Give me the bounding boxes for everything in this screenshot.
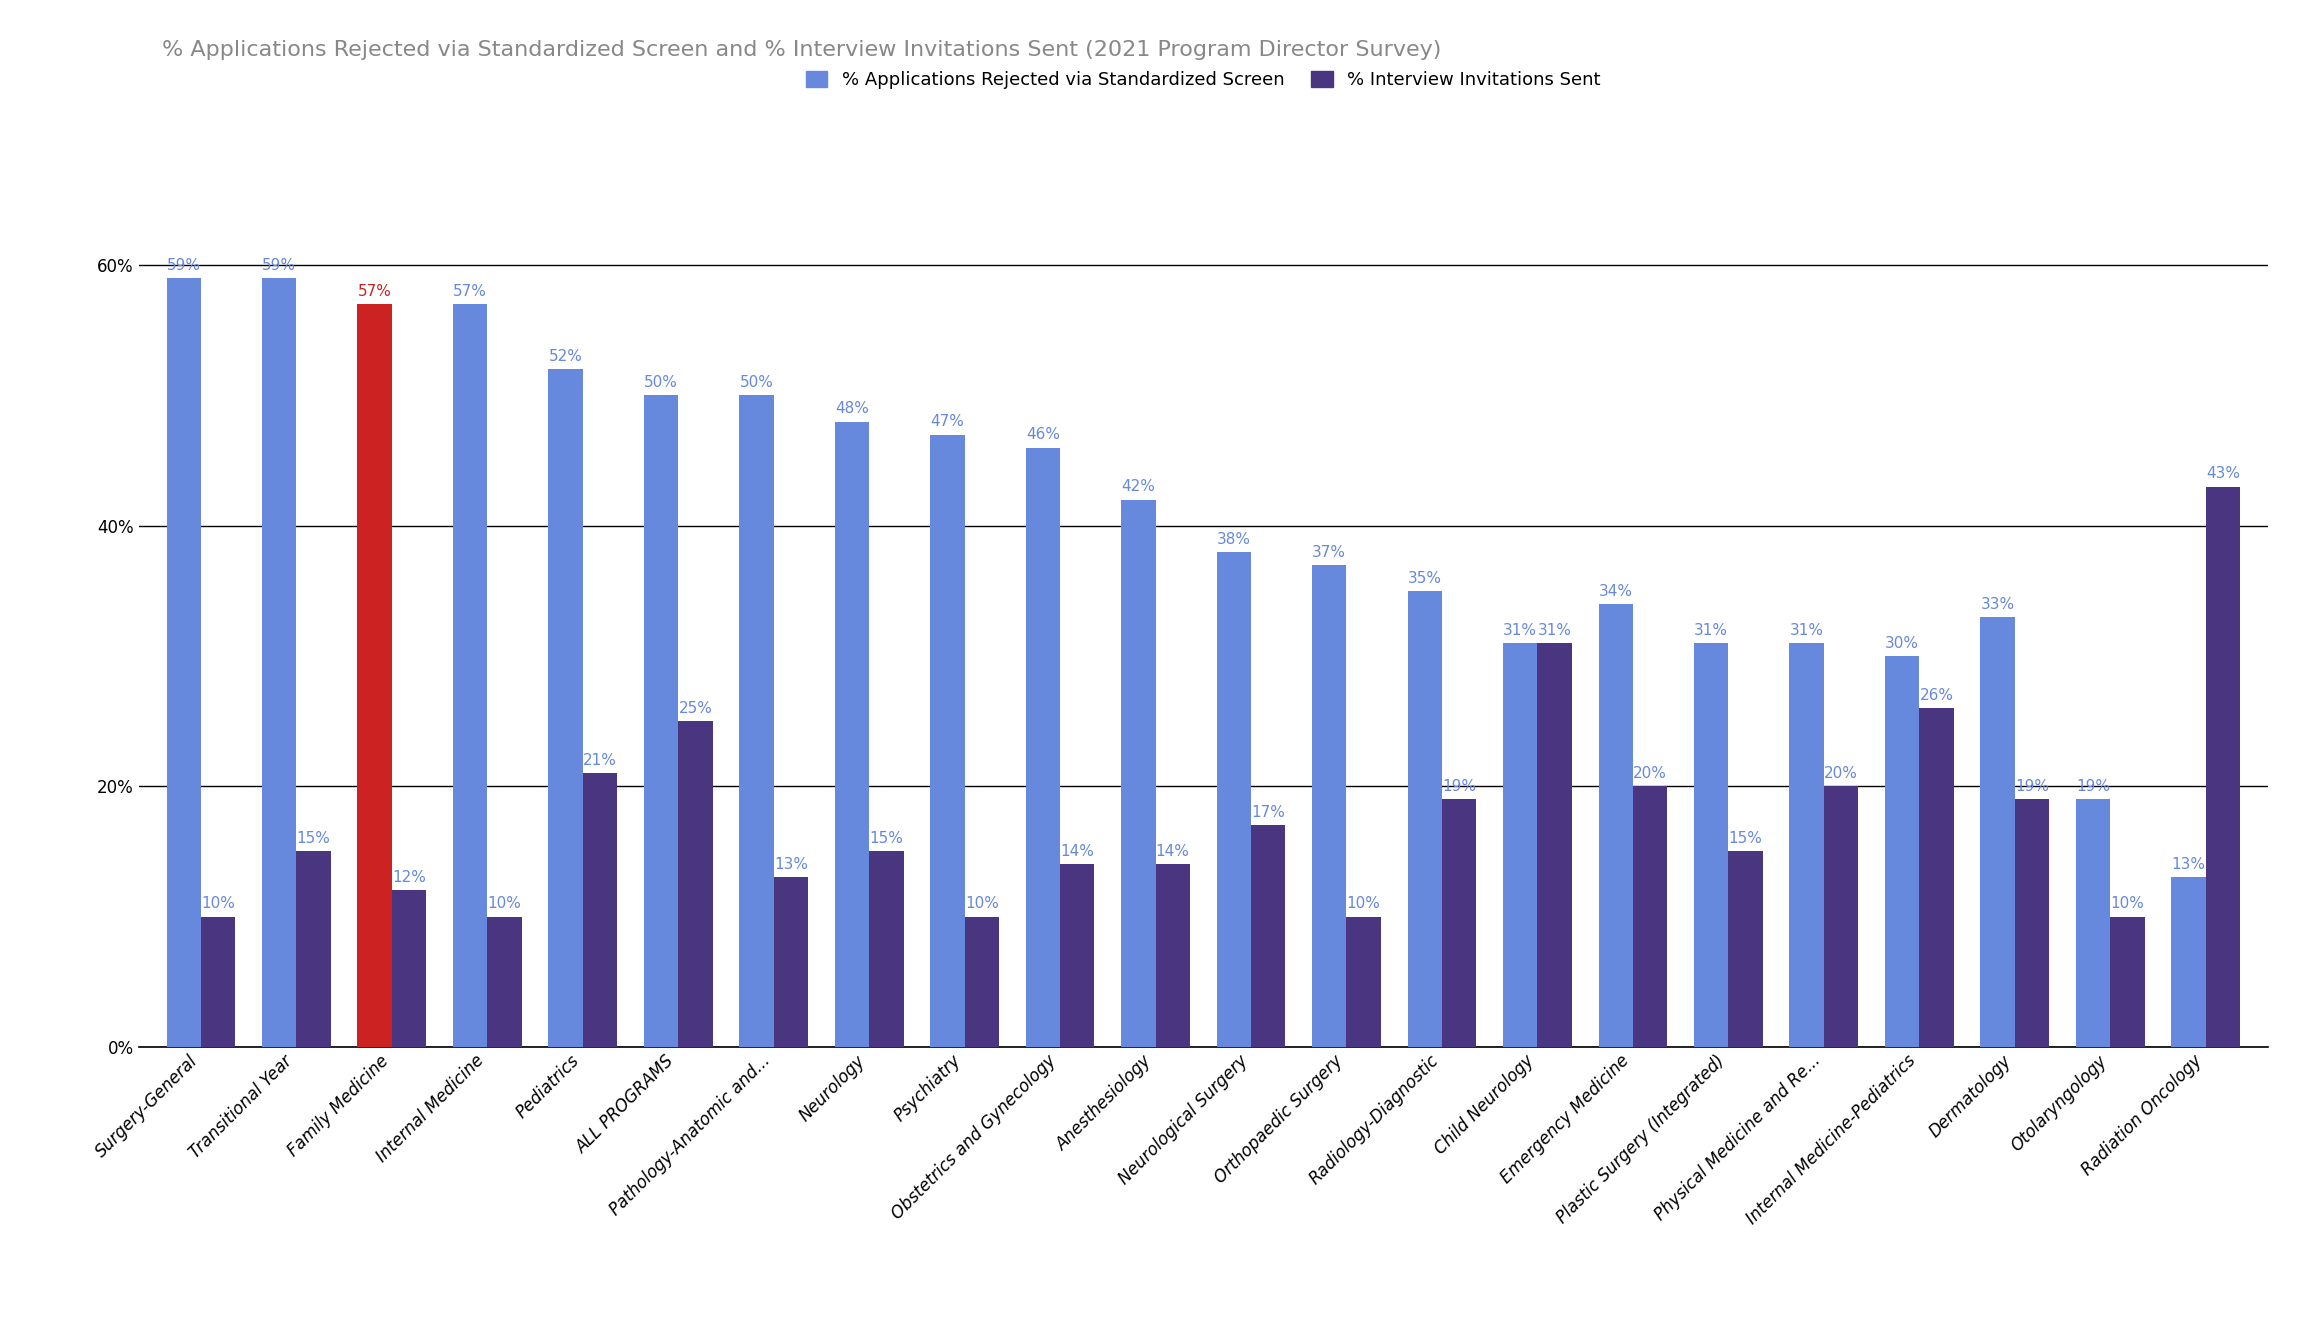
- Bar: [1886, 656, 1918, 1047]
- Text: 37%: 37%: [1312, 545, 1347, 560]
- Text: 10%: 10%: [2110, 896, 2145, 911]
- Bar: [583, 773, 618, 1047]
- Text: 14%: 14%: [1060, 844, 1095, 859]
- Bar: [1252, 825, 1284, 1047]
- Bar: [167, 278, 201, 1047]
- Text: 20%: 20%: [1634, 766, 1666, 781]
- Bar: [965, 917, 1000, 1047]
- Bar: [1442, 800, 1476, 1047]
- Bar: [1823, 786, 1858, 1047]
- Bar: [261, 278, 296, 1047]
- Bar: [1407, 590, 1442, 1047]
- Text: 12%: 12%: [391, 870, 426, 886]
- Bar: [1789, 643, 1823, 1047]
- Text: 10%: 10%: [488, 896, 521, 911]
- Bar: [2110, 917, 2145, 1047]
- Bar: [1536, 643, 1571, 1047]
- Text: 10%: 10%: [965, 896, 1000, 911]
- Text: 33%: 33%: [1981, 597, 2015, 612]
- Text: 26%: 26%: [1918, 688, 1953, 703]
- Text: 13%: 13%: [2171, 858, 2205, 872]
- Bar: [1312, 565, 1347, 1047]
- Text: 31%: 31%: [1789, 623, 1823, 637]
- Text: 15%: 15%: [870, 831, 902, 847]
- Bar: [391, 891, 426, 1047]
- Bar: [678, 721, 713, 1047]
- Text: 50%: 50%: [740, 376, 773, 391]
- Text: 10%: 10%: [201, 896, 236, 911]
- Bar: [1634, 786, 1668, 1047]
- Text: 19%: 19%: [1442, 780, 1476, 794]
- Bar: [1025, 448, 1060, 1047]
- Text: 17%: 17%: [1252, 805, 1284, 820]
- Text: 10%: 10%: [1347, 896, 1381, 911]
- Bar: [1599, 604, 1634, 1047]
- Text: 20%: 20%: [1823, 766, 1858, 781]
- Text: 13%: 13%: [773, 858, 808, 872]
- Text: 21%: 21%: [583, 753, 618, 768]
- Text: 31%: 31%: [1694, 623, 1729, 637]
- Text: 38%: 38%: [1217, 531, 1252, 546]
- Bar: [1694, 643, 1729, 1047]
- Bar: [1504, 643, 1536, 1047]
- Bar: [2205, 487, 2240, 1047]
- Text: 43%: 43%: [2205, 467, 2240, 482]
- Bar: [1155, 864, 1189, 1047]
- Bar: [1981, 617, 2015, 1047]
- Legend: % Applications Rejected via Standardized Screen, % Interview Invitations Sent: % Applications Rejected via Standardized…: [798, 64, 1608, 97]
- Text: % Applications Rejected via Standardized Screen and % Interview Invitations Sent: % Applications Rejected via Standardized…: [162, 40, 1442, 60]
- Bar: [488, 917, 521, 1047]
- Bar: [548, 369, 583, 1047]
- Text: 42%: 42%: [1122, 479, 1155, 494]
- Text: 31%: 31%: [1536, 623, 1571, 637]
- Text: 46%: 46%: [1025, 427, 1060, 443]
- Text: 31%: 31%: [1504, 623, 1536, 637]
- Text: 57%: 57%: [359, 285, 391, 299]
- Bar: [1347, 917, 1381, 1047]
- Bar: [835, 421, 870, 1047]
- Bar: [1217, 552, 1252, 1047]
- Text: 35%: 35%: [1407, 570, 1442, 585]
- Bar: [1122, 499, 1155, 1047]
- Bar: [1729, 851, 1763, 1047]
- Bar: [454, 305, 488, 1047]
- Text: 52%: 52%: [548, 349, 583, 364]
- Bar: [1060, 864, 1095, 1047]
- Bar: [296, 851, 331, 1047]
- Bar: [356, 305, 391, 1047]
- Bar: [643, 396, 678, 1047]
- Text: 19%: 19%: [2015, 780, 2048, 794]
- Text: 14%: 14%: [1155, 844, 1189, 859]
- Bar: [1918, 709, 1953, 1047]
- Bar: [2171, 878, 2205, 1047]
- Text: 59%: 59%: [261, 258, 296, 272]
- Text: 59%: 59%: [167, 258, 201, 272]
- Text: 15%: 15%: [1729, 831, 1763, 847]
- Bar: [738, 396, 773, 1047]
- Bar: [201, 917, 236, 1047]
- Text: 48%: 48%: [835, 401, 868, 416]
- Text: 34%: 34%: [1599, 584, 1634, 599]
- Bar: [870, 851, 902, 1047]
- Bar: [2015, 800, 2050, 1047]
- Text: 19%: 19%: [2076, 780, 2110, 794]
- Text: 30%: 30%: [1886, 636, 1918, 651]
- Text: 25%: 25%: [678, 701, 713, 715]
- Text: 15%: 15%: [296, 831, 331, 847]
- Text: 50%: 50%: [643, 376, 678, 391]
- Bar: [773, 878, 808, 1047]
- Text: 57%: 57%: [454, 285, 486, 299]
- Text: 47%: 47%: [930, 415, 965, 429]
- Bar: [930, 435, 965, 1047]
- Bar: [2076, 800, 2110, 1047]
